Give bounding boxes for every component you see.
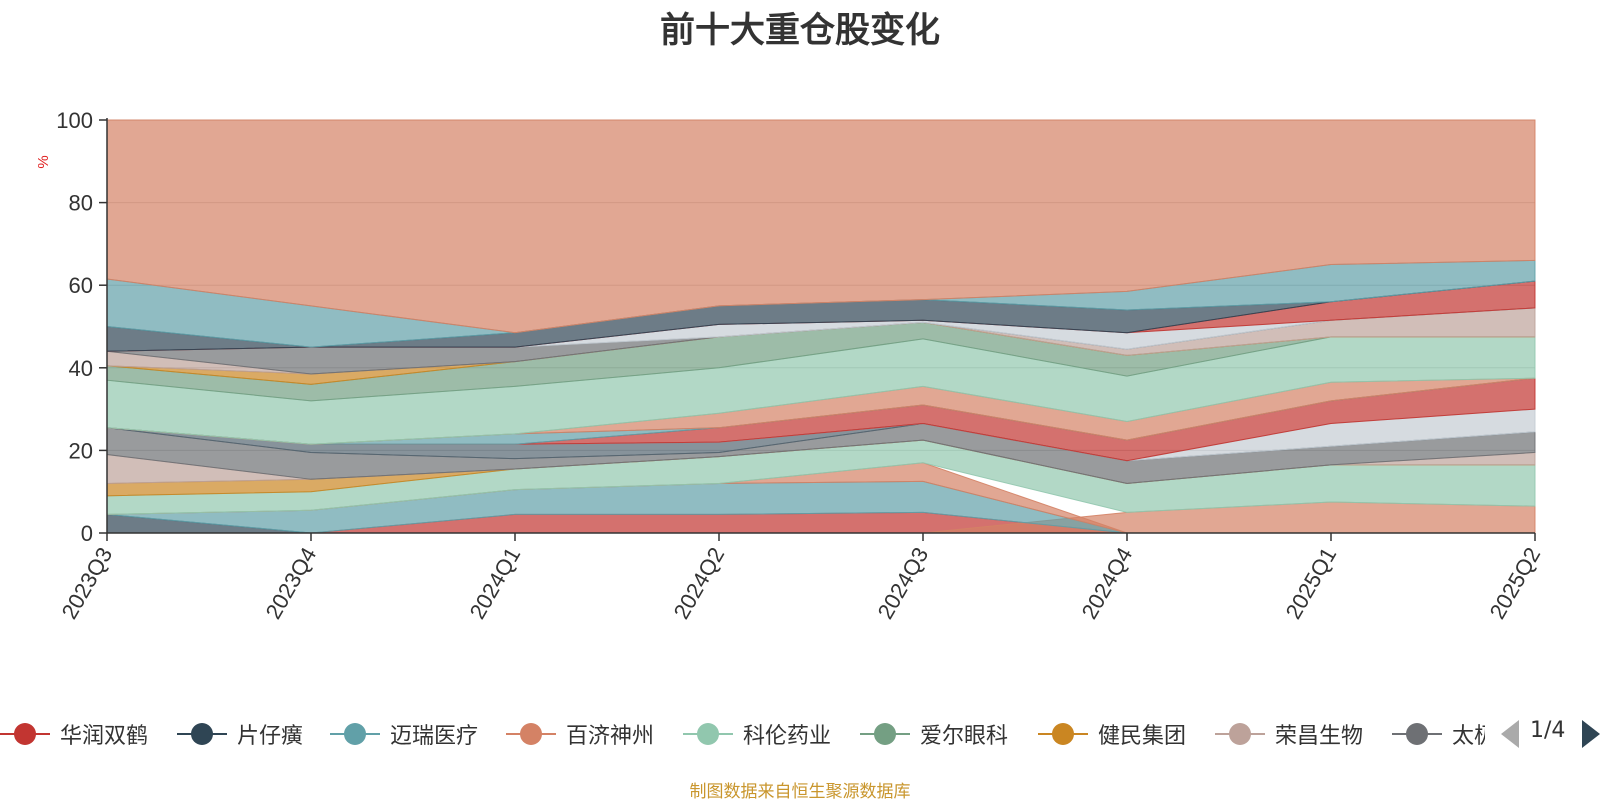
legend-item[interactable]: 华润双鹤 [0, 714, 148, 754]
y-tick-label: 80 [69, 191, 93, 216]
area-band [106, 119, 1536, 334]
legend-marker-icon [1392, 714, 1442, 754]
x-tick-label: 2024Q1 [465, 543, 526, 623]
legend-pager: 1/4 [1500, 714, 1600, 754]
legend-items: 华润双鹤 片仔癀 迈瑞医疗 百济神州 科伦药业 爱尔眼科 健民集团 荣昌生物 太极集团 [0, 714, 1485, 754]
chart-title: 前十大重仓股变化 [659, 11, 940, 51]
x-tick-label: 2023Q4 [261, 543, 322, 623]
source-note: 制图数据来自恒生聚源数据库 [689, 782, 911, 802]
legend-item[interactable]: 爱尔眼科 [860, 714, 1008, 754]
legend-label: 科伦药业 [743, 724, 832, 749]
x-tick-label: 2025Q1 [1281, 543, 1342, 623]
legend-marker-icon [506, 714, 556, 754]
y-tick-label: 40 [69, 356, 93, 381]
legend-item[interactable]: 健民集团 [1038, 714, 1186, 754]
legend-label: 荣昌生物 [1275, 724, 1364, 749]
legend-label: 迈瑞医疗 [390, 724, 479, 749]
legend-label: 太极集团 [1452, 724, 1485, 749]
legend-label: 爱尔眼科 [920, 724, 1009, 749]
legend-marker-icon [0, 714, 50, 754]
legend-marker-icon [683, 714, 733, 754]
legend-page-indicator: 1/4 [1530, 718, 1566, 743]
y-tick-label: 20 [69, 438, 93, 463]
y-tick-label: 0 [81, 521, 93, 546]
legend-marker-icon [177, 714, 227, 754]
legend-item[interactable]: 片仔癀 [177, 714, 303, 754]
x-tick-label: 2024Q3 [873, 543, 934, 623]
y-tick-label: 60 [69, 273, 93, 298]
legend-item[interactable]: 迈瑞医疗 [330, 714, 478, 754]
legend: 华润双鹤 片仔癀 迈瑞医疗 百济神州 科伦药业 爱尔眼科 健民集团 荣昌生物 太极集团 1/4 [0, 714, 1600, 754]
x-tick-label: 2024Q4 [1077, 543, 1138, 623]
legend-marker-icon [1215, 714, 1265, 754]
y-tick-label: 100 [56, 108, 93, 133]
legend-item[interactable]: 荣昌生物 [1215, 714, 1363, 754]
legend-next-icon[interactable] [1582, 720, 1600, 748]
x-tick-label: 2023Q3 [57, 543, 118, 623]
legend-item[interactable]: 科伦药业 [683, 714, 831, 754]
legend-marker-icon [860, 714, 910, 754]
x-tick-label: 2025Q2 [1485, 543, 1546, 623]
legend-marker-icon [330, 714, 380, 754]
legend-label: 健民集团 [1098, 724, 1187, 749]
legend-item[interactable]: 太极集团 [1392, 714, 1485, 754]
area-bands [106, 119, 1536, 534]
legend-label: 华润双鹤 [60, 724, 149, 749]
x-tick-label: 2024Q2 [669, 543, 730, 623]
legend-prev-icon[interactable] [1501, 720, 1519, 748]
legend-item[interactable]: 百济神州 [506, 714, 654, 754]
legend-marker-icon [1038, 714, 1088, 754]
y-axis-label: % [35, 155, 52, 168]
legend-label: 片仔癀 [237, 724, 304, 749]
legend-label: 百济神州 [566, 724, 655, 749]
